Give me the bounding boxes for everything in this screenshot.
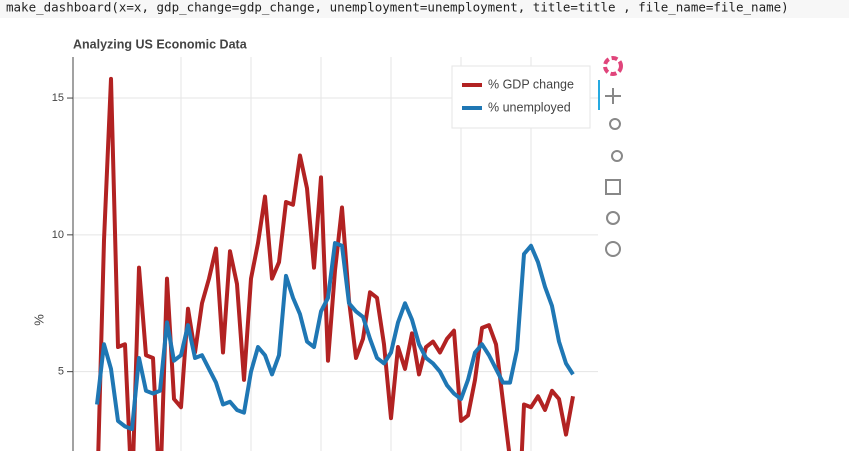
- y-axis-label: %: [31, 314, 46, 326]
- line-series: [96, 76, 575, 451]
- box-zoom-tool[interactable]: [609, 118, 621, 130]
- code-text: make_dashboard(x=x, gdp_change=gdp_chang…: [6, 0, 789, 15]
- legend-label: % GDP change: [488, 77, 574, 91]
- y-tick-label: 10: [52, 229, 64, 241]
- toolbar: [598, 56, 623, 257]
- y-tick-label: 5: [58, 366, 64, 378]
- y-tick-label: 15: [52, 92, 64, 104]
- reset-tool[interactable]: [606, 211, 620, 225]
- code-cell: [0, 0, 849, 18]
- legend-label: % unemployed: [488, 100, 571, 114]
- line-series: [95, 241, 575, 432]
- chart-title: Analyzing US Economic Data: [73, 37, 248, 51]
- wheel-zoom-tool[interactable]: [611, 150, 623, 162]
- legend-box: [451, 65, 591, 129]
- pan-tool[interactable]: [605, 88, 621, 104]
- bokeh-logo[interactable]: [603, 56, 623, 76]
- plot-area: [74, 57, 598, 451]
- legend: % GDP change % unemployed: [451, 65, 591, 129]
- help-tool[interactable]: [605, 241, 621, 257]
- save-tool[interactable]: [605, 179, 621, 195]
